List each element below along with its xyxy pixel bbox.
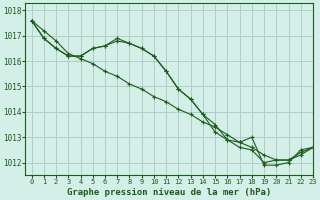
X-axis label: Graphe pression niveau de la mer (hPa): Graphe pression niveau de la mer (hPa) bbox=[67, 188, 271, 197]
